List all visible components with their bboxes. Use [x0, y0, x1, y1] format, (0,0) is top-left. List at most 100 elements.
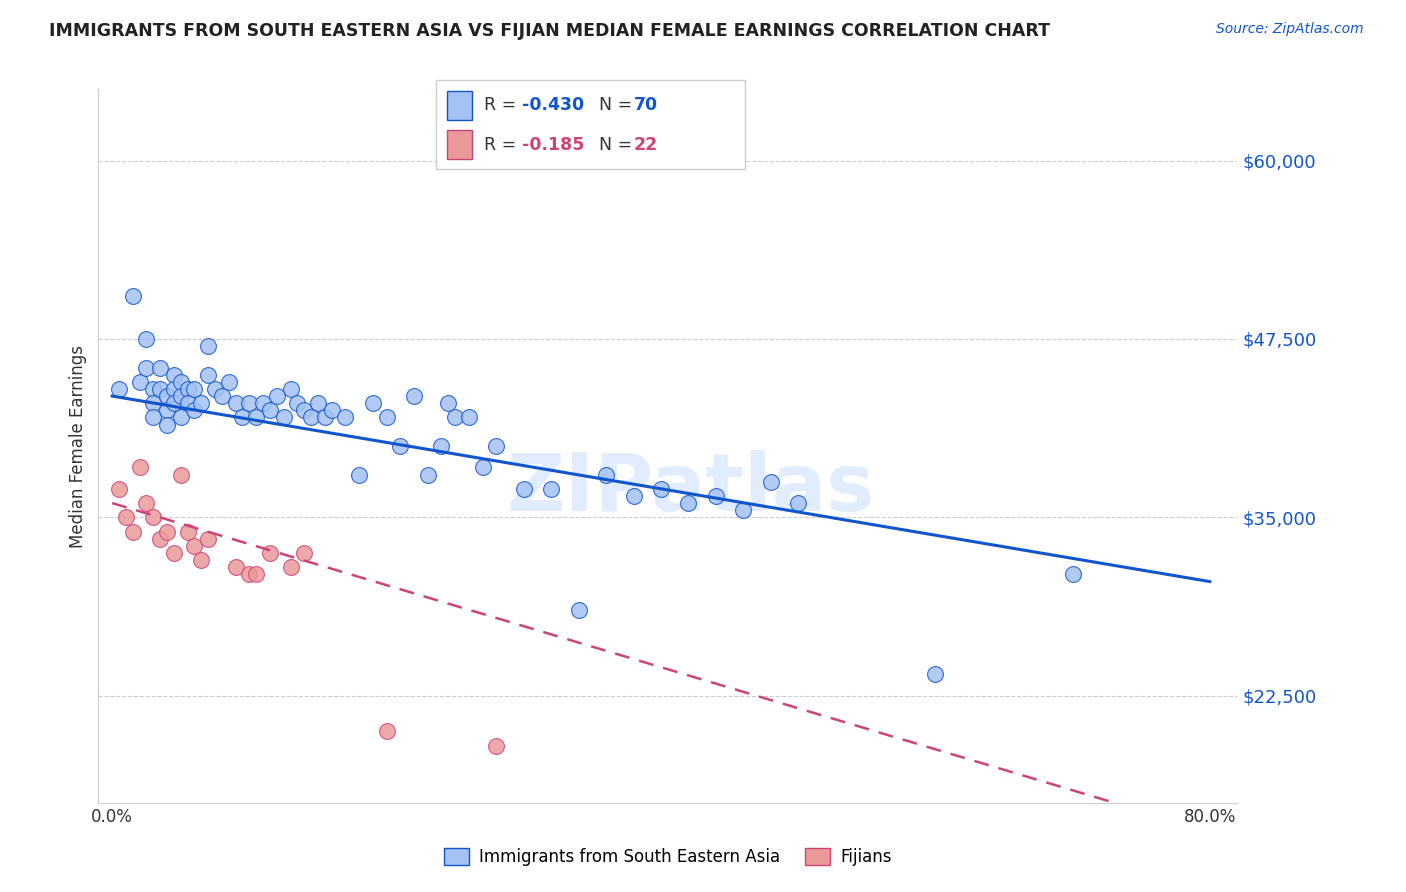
Point: [121, 524, 143, 539]
Text: N =: N =: [599, 96, 638, 114]
Point: [292, 403, 315, 417]
Point: [259, 546, 281, 560]
Point: [225, 560, 247, 574]
Point: [149, 532, 172, 546]
Point: [163, 396, 186, 410]
Point: [156, 417, 179, 432]
Point: [375, 410, 398, 425]
Point: [299, 410, 322, 425]
Point: [197, 368, 219, 382]
Point: [218, 375, 240, 389]
Point: [183, 382, 205, 396]
Point: [115, 510, 138, 524]
Point: [204, 382, 226, 396]
Point: [540, 482, 562, 496]
Point: [190, 553, 212, 567]
Point: [170, 467, 193, 482]
Point: [402, 389, 425, 403]
Point: [149, 360, 172, 375]
Point: [430, 439, 453, 453]
Text: 70: 70: [634, 96, 658, 114]
Point: [457, 410, 479, 425]
Point: [321, 403, 343, 417]
Point: [266, 389, 288, 403]
Legend: Immigrants from South Eastern Asia, Fijians: Immigrants from South Eastern Asia, Fiji…: [437, 841, 898, 873]
Point: [568, 603, 591, 617]
Point: [245, 567, 267, 582]
Point: [787, 496, 810, 510]
Point: [437, 396, 460, 410]
Point: [128, 375, 150, 389]
Point: [163, 382, 186, 396]
Point: [280, 560, 302, 574]
Point: [163, 546, 186, 560]
Point: [375, 724, 398, 739]
Point: [142, 510, 165, 524]
Point: [170, 375, 193, 389]
Text: ZIPatlas: ZIPatlas: [506, 450, 875, 528]
Text: IMMIGRANTS FROM SOUTH EASTERN ASIA VS FIJIAN MEDIAN FEMALE EARNINGS CORRELATION : IMMIGRANTS FROM SOUTH EASTERN ASIA VS FI…: [49, 22, 1050, 40]
Text: -0.185: -0.185: [522, 136, 583, 153]
Text: N =: N =: [599, 136, 638, 153]
Point: [307, 396, 329, 410]
Point: [128, 460, 150, 475]
Point: [273, 410, 295, 425]
Point: [156, 524, 179, 539]
Point: [225, 396, 247, 410]
Point: [444, 410, 467, 425]
Text: R =: R =: [484, 96, 522, 114]
Point: [595, 467, 617, 482]
Point: [280, 382, 302, 396]
Point: [485, 439, 508, 453]
Point: [197, 339, 219, 353]
Point: [108, 382, 131, 396]
Point: [170, 389, 193, 403]
Point: [211, 389, 233, 403]
Y-axis label: Median Female Earnings: Median Female Earnings: [69, 344, 87, 548]
Point: [650, 482, 672, 496]
Point: [759, 475, 782, 489]
Point: [183, 403, 205, 417]
Point: [135, 496, 157, 510]
Point: [176, 382, 198, 396]
Point: [704, 489, 727, 503]
Point: [259, 403, 281, 417]
Point: [471, 460, 494, 475]
Point: [347, 467, 370, 482]
Point: [183, 539, 205, 553]
Point: [733, 503, 755, 517]
Point: [163, 368, 186, 382]
Point: [108, 482, 131, 496]
Point: [190, 396, 212, 410]
Point: [176, 396, 198, 410]
Point: [135, 360, 157, 375]
Point: [924, 667, 946, 681]
Text: R =: R =: [484, 136, 522, 153]
Point: [252, 396, 274, 410]
Point: [1062, 567, 1084, 582]
Point: [170, 410, 193, 425]
Point: [156, 389, 179, 403]
Point: [485, 739, 508, 753]
Point: [176, 524, 198, 539]
Point: [142, 396, 165, 410]
Text: 22: 22: [634, 136, 658, 153]
Point: [231, 410, 253, 425]
Point: [314, 410, 336, 425]
Point: [238, 567, 260, 582]
Point: [335, 410, 357, 425]
Point: [156, 403, 179, 417]
Text: -0.430: -0.430: [522, 96, 583, 114]
Point: [513, 482, 536, 496]
Point: [245, 410, 267, 425]
Point: [389, 439, 412, 453]
Point: [292, 546, 315, 560]
Point: [361, 396, 384, 410]
Point: [142, 410, 165, 425]
Point: [623, 489, 645, 503]
Point: [197, 532, 219, 546]
Point: [142, 382, 165, 396]
Point: [678, 496, 700, 510]
Point: [135, 332, 157, 346]
Point: [121, 289, 143, 303]
